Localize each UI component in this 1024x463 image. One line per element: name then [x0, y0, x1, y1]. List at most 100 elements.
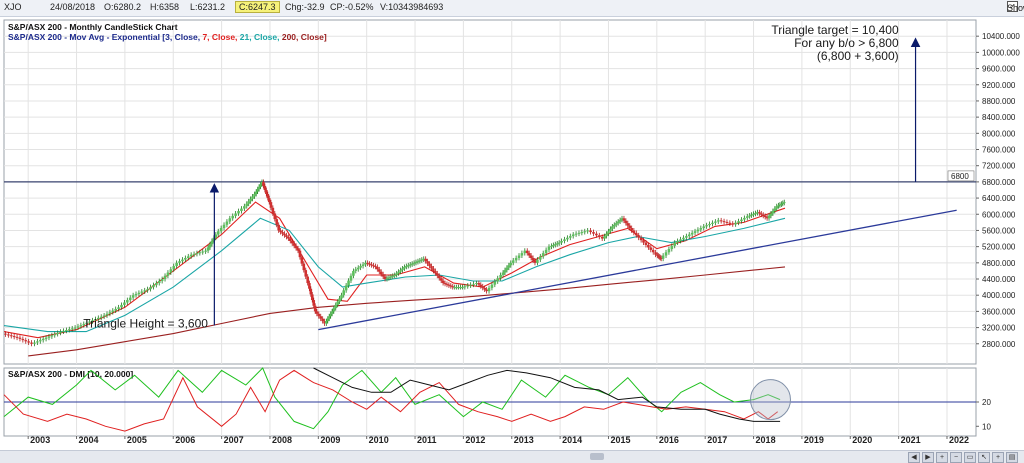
candle-body [780, 203, 783, 205]
candle-body [667, 249, 671, 253]
candle-body [743, 217, 746, 220]
candle-body [269, 202, 273, 208]
x-tick-label: 2020 [852, 435, 872, 445]
candle-body [687, 234, 691, 237]
candle-body [443, 283, 447, 285]
candle-body [12, 336, 16, 338]
candle-body [271, 207, 275, 214]
candle-body [514, 257, 518, 261]
x-tick-label: 2004 [79, 435, 99, 445]
candle-body [356, 267, 360, 270]
candle-body [574, 233, 578, 235]
candle-body [344, 285, 348, 291]
candle-body [41, 338, 45, 341]
fit-icon[interactable]: ▭ [964, 452, 976, 463]
scrollbar-thumb[interactable] [590, 453, 604, 460]
candle-body [711, 222, 714, 224]
candle-body [699, 228, 703, 230]
candle-body [529, 255, 533, 258]
candle-body [259, 184, 262, 187]
candle-body [533, 260, 537, 263]
scroll-right-icon[interactable]: ▶ [922, 452, 934, 463]
zoom-in-icon[interactable]: + [936, 452, 948, 463]
candle-body [754, 213, 757, 215]
crosshair-icon[interactable]: + [992, 452, 1004, 463]
x-tick-label: 2012 [465, 435, 485, 445]
candle-body [420, 259, 424, 261]
candle-body [249, 198, 252, 202]
chart-nav-bar: ◀ ▶ + − ▭ ↖ + ▤ [0, 450, 1024, 463]
candle-body [552, 245, 555, 247]
candle-body [397, 271, 400, 274]
candle-body [580, 232, 584, 234]
candle-body [509, 262, 513, 266]
candle-body [777, 205, 780, 207]
candle-body [719, 220, 723, 222]
scroll-left-icon[interactable]: ◀ [908, 452, 920, 463]
candle-body [395, 273, 398, 275]
cursor-icon[interactable]: ↖ [978, 452, 990, 463]
price-pane-frame [3, 19, 977, 365]
candle-body [405, 266, 408, 268]
candle-body [105, 313, 109, 316]
candle-body [607, 231, 610, 234]
candle-body [658, 257, 662, 259]
candle-body [430, 266, 433, 269]
level-label: 6800 [951, 172, 969, 181]
candle-body [184, 257, 187, 260]
chart-area: 2003 2004 2005 2006 2007 2008 2009 2010 2011 2012… [0, 16, 1024, 462]
candle-body [734, 222, 737, 225]
candle-body [7, 334, 10, 336]
candle-body [157, 281, 161, 284]
candle-body [563, 239, 566, 241]
candle-body [453, 287, 456, 289]
candle-body [487, 287, 491, 292]
print-icon[interactable]: ▤ [1006, 452, 1018, 463]
candle-body [137, 292, 141, 294]
candle-body [690, 232, 694, 235]
candle-body [451, 286, 455, 288]
candle-body [163, 275, 167, 280]
candle-body [622, 218, 626, 221]
candle-body [279, 230, 282, 233]
show-last-checkbox[interactable]: ✓ [1007, 1, 1018, 12]
candle-body [338, 298, 341, 302]
candle-body [457, 287, 460, 289]
candle-body [216, 231, 220, 235]
candle-body [461, 287, 464, 289]
candle-body [416, 261, 420, 263]
candle-body [44, 337, 48, 339]
candle-body [336, 301, 339, 305]
candle-body [501, 272, 505, 275]
candle-body [50, 335, 54, 337]
candle-body [143, 290, 147, 292]
candle-body [485, 289, 488, 292]
y-tick-label: 9600.000 [982, 65, 1016, 74]
candle-body [434, 270, 437, 274]
x-tick-label: 2019 [804, 435, 824, 445]
candle-body [309, 288, 313, 295]
candle-body [222, 224, 226, 229]
candle-body [15, 336, 19, 338]
candle-body [330, 311, 334, 314]
candle-body [628, 225, 632, 229]
dmi-y-tick-label: 20 [982, 398, 991, 407]
show-last-toggle[interactable]: ✓ Show Last [1007, 1, 1024, 13]
price-chart-svg[interactable]: 2003 2004 2005 2006 2007 2008 2009 2010 2011 2012… [0, 16, 1024, 450]
candle-body [273, 213, 277, 220]
zoom-out-icon[interactable]: − [950, 452, 962, 463]
candle-body [334, 304, 338, 309]
triangle-target-label: Triangle target = 10,400 [771, 23, 899, 37]
candle-body [4, 333, 7, 335]
x-tick-label: 2022 [949, 435, 969, 445]
candle-body [126, 300, 129, 303]
candle-body [505, 267, 509, 271]
candle-body [763, 215, 767, 218]
open-label: O:6280.2 [104, 2, 142, 12]
candle-body [767, 215, 771, 219]
candle-body [437, 275, 441, 279]
candle-body [294, 245, 298, 249]
candle-body [654, 252, 657, 255]
candle-body [525, 250, 529, 254]
candle-body [676, 240, 679, 243]
